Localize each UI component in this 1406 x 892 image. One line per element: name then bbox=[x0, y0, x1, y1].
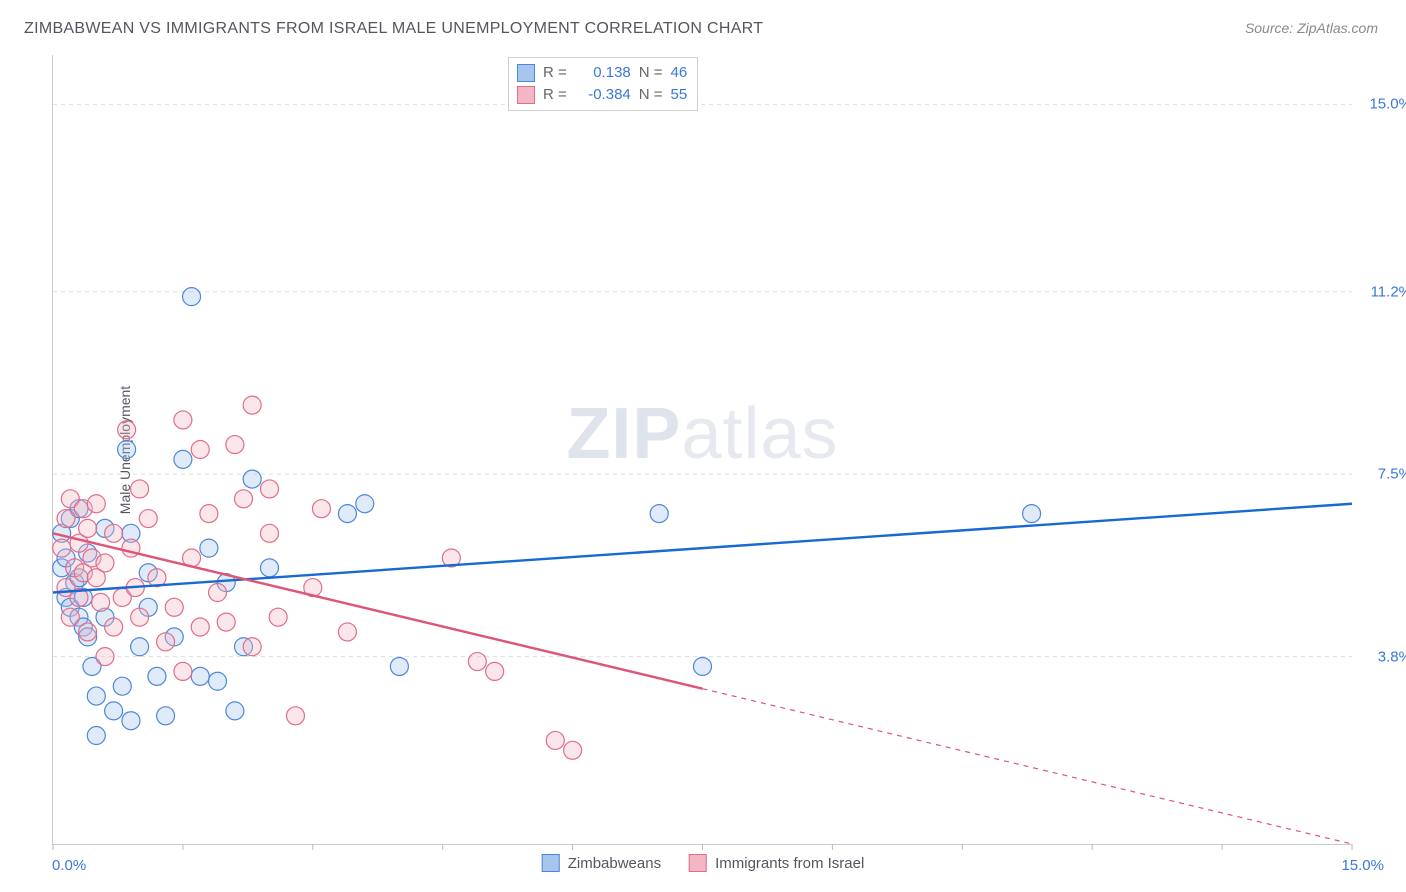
scatter-point bbox=[53, 539, 71, 557]
legend-item-1: Immigrants from Israel bbox=[689, 854, 864, 872]
scatter-point bbox=[468, 653, 486, 671]
scatter-point bbox=[338, 505, 356, 523]
scatter-point bbox=[174, 662, 192, 680]
scatter-point bbox=[286, 707, 304, 725]
scatter-point bbox=[650, 505, 668, 523]
scatter-point bbox=[105, 524, 123, 542]
scatter-point bbox=[113, 677, 131, 695]
chart-svg bbox=[53, 55, 1352, 844]
swatch-series-1 bbox=[517, 86, 535, 104]
scatter-point bbox=[356, 495, 374, 513]
scatter-point bbox=[131, 638, 149, 656]
legend-swatch-1 bbox=[689, 854, 707, 872]
scatter-point bbox=[165, 598, 183, 616]
scatter-point bbox=[79, 519, 97, 537]
scatter-point bbox=[243, 396, 261, 414]
legend-swatch-0 bbox=[542, 854, 560, 872]
swatch-series-0 bbox=[517, 64, 535, 82]
r-value-1: -0.384 bbox=[575, 84, 631, 106]
scatter-point bbox=[139, 510, 157, 528]
y-tick-label: 15.0% bbox=[1369, 96, 1406, 113]
scatter-point bbox=[546, 731, 564, 749]
bottom-legend: Zimbabweans Immigrants from Israel bbox=[542, 854, 865, 872]
scatter-point bbox=[174, 411, 192, 429]
r-label-1: R = bbox=[543, 84, 567, 106]
scatter-point bbox=[235, 490, 253, 508]
x-axis-origin-label: 0.0% bbox=[52, 857, 86, 874]
scatter-point bbox=[96, 648, 114, 666]
scatter-point bbox=[226, 436, 244, 454]
scatter-point bbox=[96, 554, 114, 572]
scatter-point bbox=[105, 702, 123, 720]
scatter-point bbox=[312, 500, 330, 518]
scatter-point bbox=[118, 441, 136, 459]
scatter-point bbox=[157, 633, 175, 651]
y-tick-label: 7.5% bbox=[1378, 466, 1406, 483]
source-attribution: Source: ZipAtlas.com bbox=[1245, 20, 1378, 36]
r-value-0: 0.138 bbox=[575, 62, 631, 84]
scatter-point bbox=[191, 618, 209, 636]
scatter-point bbox=[486, 662, 504, 680]
scatter-point bbox=[564, 741, 582, 759]
scatter-point bbox=[390, 657, 408, 675]
scatter-point bbox=[200, 539, 218, 557]
scatter-point bbox=[122, 712, 140, 730]
scatter-point bbox=[148, 667, 166, 685]
legend-label-1: Immigrants from Israel bbox=[715, 855, 864, 872]
y-tick-label: 3.8% bbox=[1378, 648, 1406, 665]
n-value-0: 46 bbox=[671, 62, 688, 84]
stats-row-series-0: R = 0.138 N = 46 bbox=[517, 62, 687, 84]
scatter-point bbox=[174, 450, 192, 468]
scatter-point bbox=[191, 441, 209, 459]
scatter-point bbox=[87, 687, 105, 705]
scatter-point bbox=[694, 657, 712, 675]
scatter-point bbox=[200, 505, 218, 523]
scatter-point bbox=[87, 727, 105, 745]
r-label-0: R = bbox=[543, 62, 567, 84]
scatter-point bbox=[226, 702, 244, 720]
stats-row-series-1: R = -0.384 N = 55 bbox=[517, 84, 687, 106]
scatter-point bbox=[261, 524, 279, 542]
scatter-point bbox=[92, 593, 110, 611]
scatter-point bbox=[269, 608, 287, 626]
scatter-point bbox=[131, 608, 149, 626]
scatter-point bbox=[183, 288, 201, 306]
chart-title: ZIMBABWEAN VS IMMIGRANTS FROM ISRAEL MAL… bbox=[24, 20, 763, 38]
legend-item-0: Zimbabweans bbox=[542, 854, 661, 872]
scatter-point bbox=[105, 618, 123, 636]
x-axis-max-label: 15.0% bbox=[1341, 857, 1384, 874]
scatter-point bbox=[261, 559, 279, 577]
scatter-point bbox=[79, 623, 97, 641]
scatter-point bbox=[1023, 505, 1041, 523]
plot-area: Male Unemployment ZIPatlas R = 0.138 N =… bbox=[52, 55, 1352, 845]
scatter-point bbox=[57, 510, 75, 528]
scatter-point bbox=[191, 667, 209, 685]
scatter-point bbox=[131, 480, 149, 498]
stats-legend-box: R = 0.138 N = 46 R = -0.384 N = 55 bbox=[508, 57, 698, 111]
scatter-point bbox=[157, 707, 175, 725]
scatter-point bbox=[243, 638, 261, 656]
scatter-point bbox=[243, 470, 261, 488]
n-label-0: N = bbox=[639, 62, 663, 84]
scatter-point bbox=[209, 584, 227, 602]
y-tick-label: 11.2% bbox=[1371, 283, 1406, 300]
n-label-1: N = bbox=[639, 84, 663, 106]
scatter-point bbox=[87, 495, 105, 513]
scatter-point bbox=[217, 613, 235, 631]
scatter-point bbox=[338, 623, 356, 641]
scatter-point bbox=[61, 608, 79, 626]
legend-label-0: Zimbabweans bbox=[568, 855, 661, 872]
n-value-1: 55 bbox=[671, 84, 688, 106]
scatter-point bbox=[209, 672, 227, 690]
scatter-point bbox=[261, 480, 279, 498]
trend-line-dashed bbox=[703, 689, 1353, 844]
scatter-point bbox=[118, 421, 136, 439]
